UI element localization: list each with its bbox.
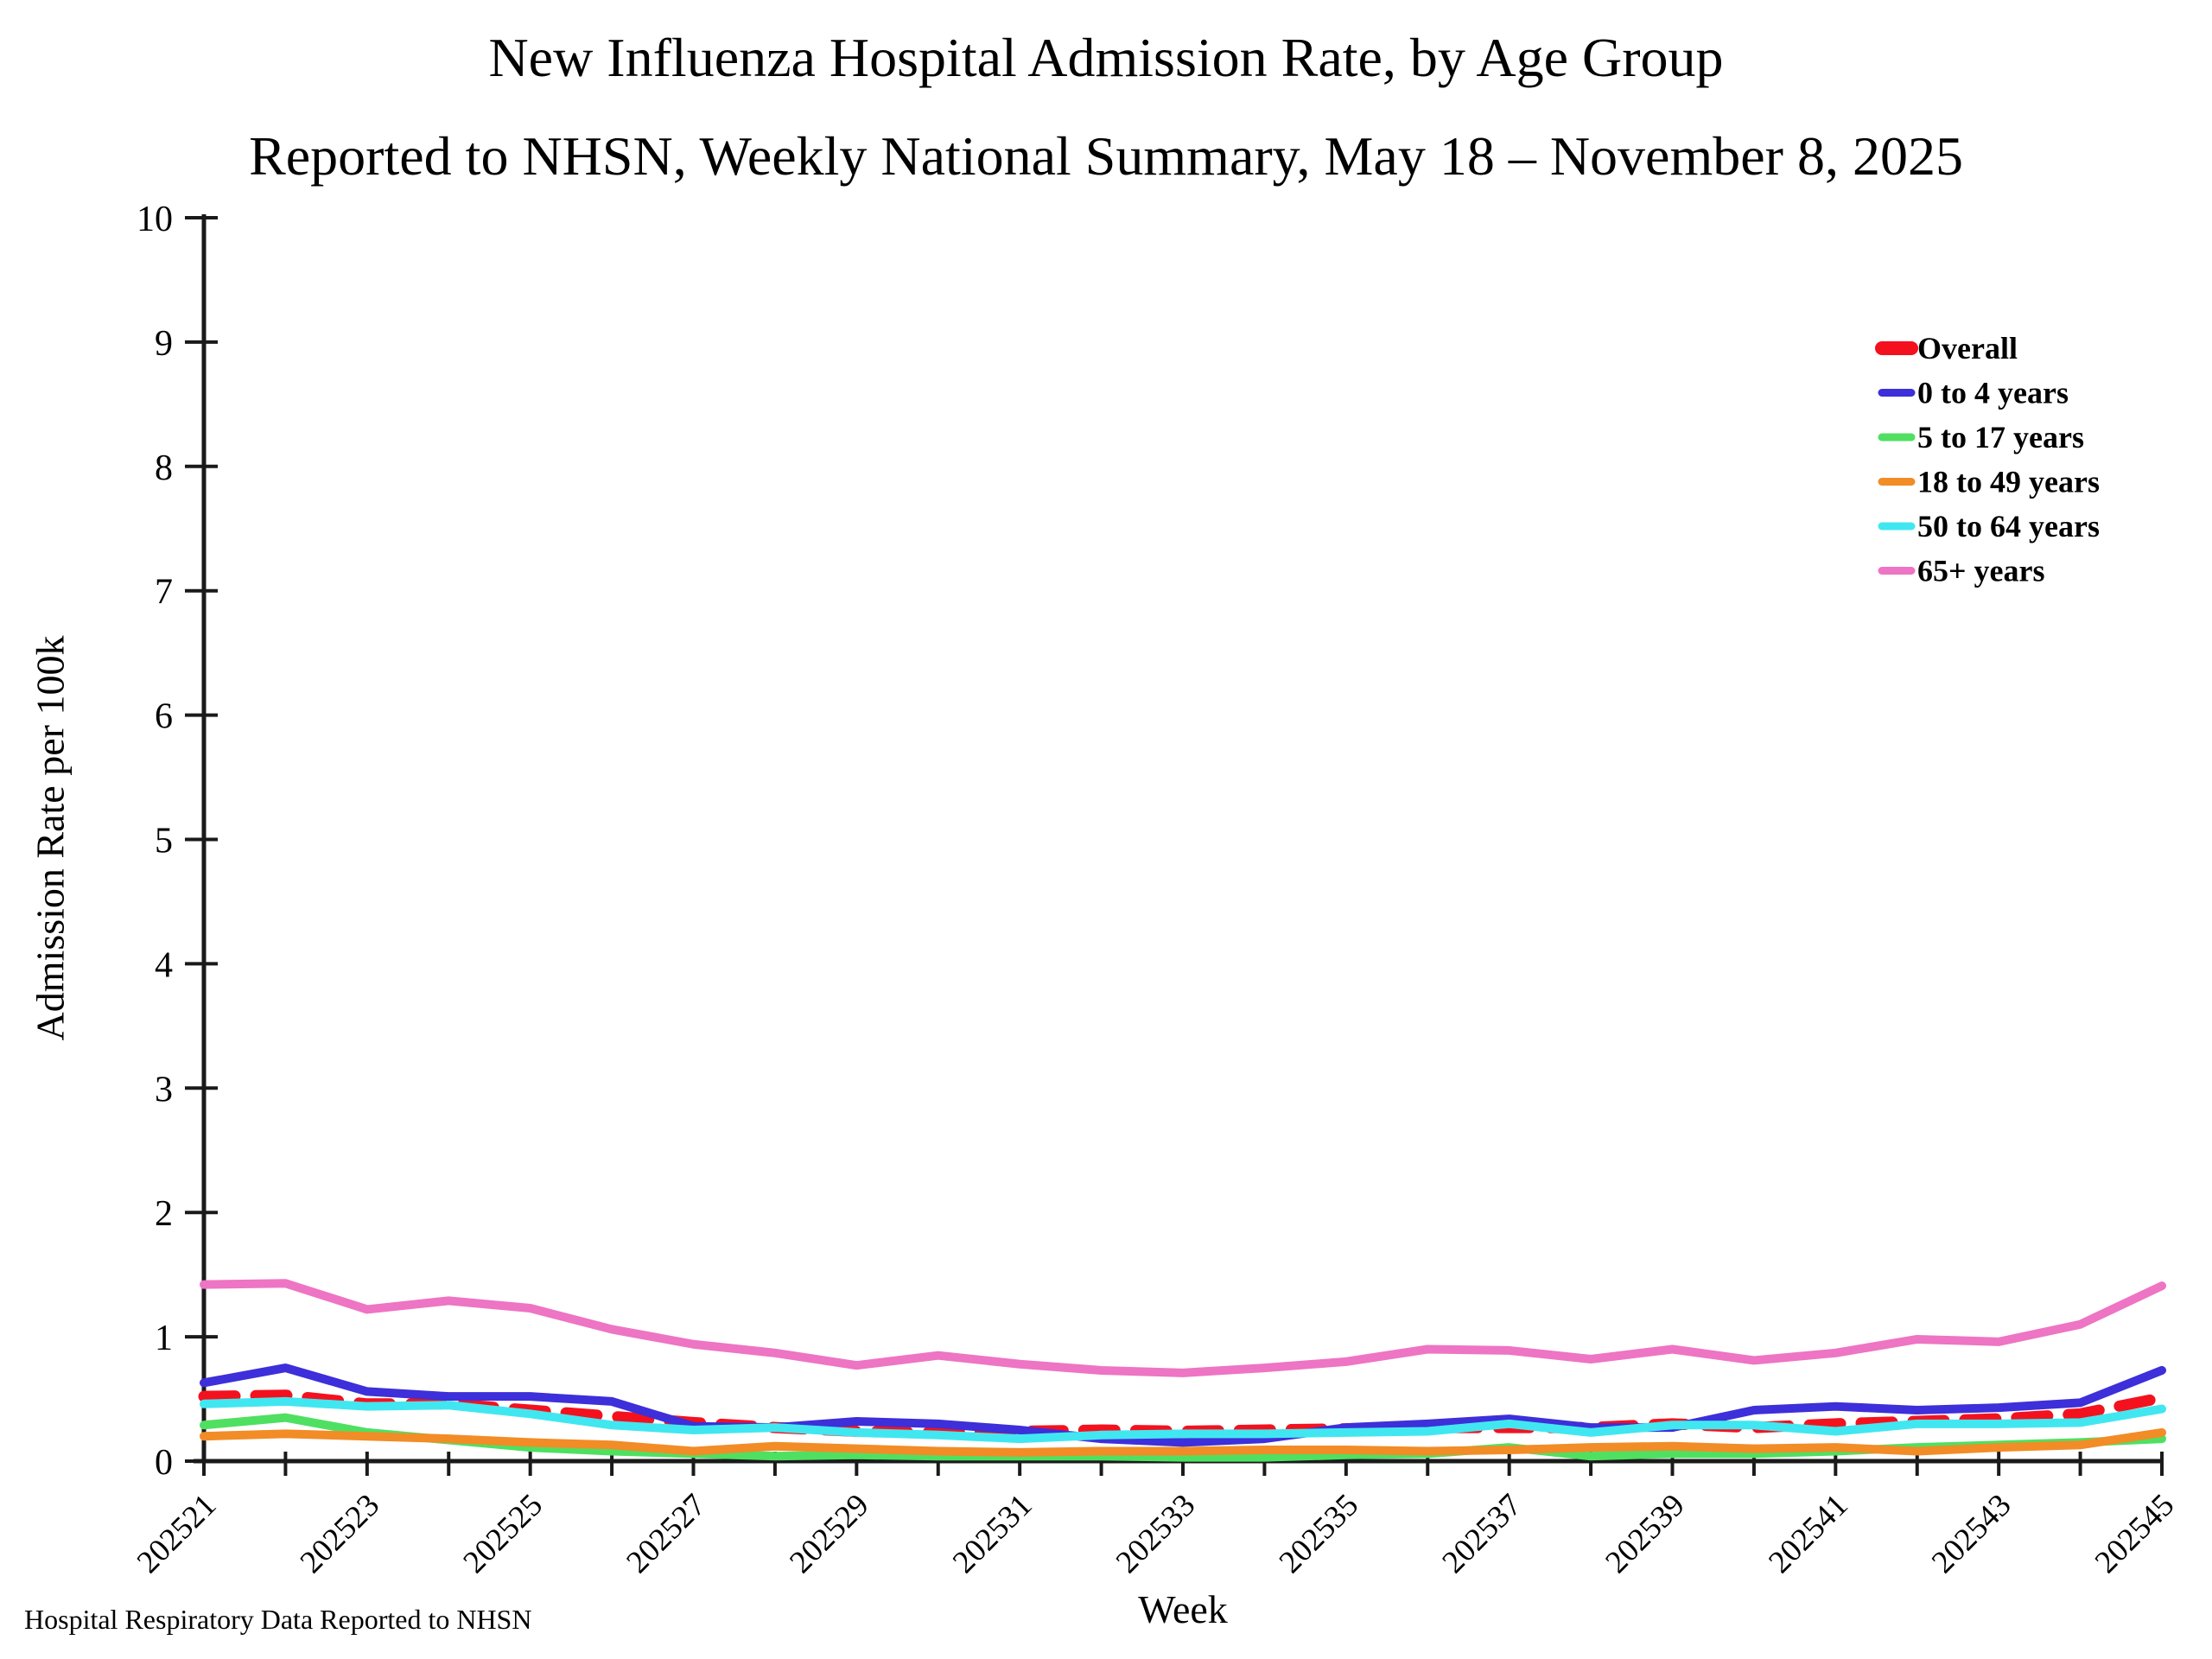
footnote: Hospital Respiratory Data Reported to NH… xyxy=(24,1604,532,1635)
y-tick-label: 7 xyxy=(155,573,173,613)
x-tick-label: 202545 xyxy=(2088,1487,2181,1580)
x-tick-label: 202525 xyxy=(457,1487,550,1580)
y-tick-label: 10 xyxy=(137,200,173,239)
y-tick-label: 3 xyxy=(155,1070,173,1109)
legend-label-5: 65+ years xyxy=(1917,554,2044,588)
legend-label-1: 0 to 4 years xyxy=(1917,376,2069,410)
legend-label-0: Overall xyxy=(1917,331,2018,365)
y-tick-label: 1 xyxy=(155,1319,173,1358)
x-tick-label: 202531 xyxy=(946,1487,1039,1580)
y-tick-label: 2 xyxy=(155,1194,173,1234)
legend-label-3: 18 to 49 years xyxy=(1917,465,2100,499)
y-tick-label: 9 xyxy=(155,324,173,364)
x-tick-label: 202529 xyxy=(783,1487,875,1580)
y-tick-label: 5 xyxy=(155,822,173,861)
y-tick-label: 0 xyxy=(155,1443,173,1483)
series-line-18-to-49-years xyxy=(200,1427,2166,1457)
x-tick-label: 202543 xyxy=(1925,1487,2018,1580)
x-axis-title: Week xyxy=(1138,1587,1228,1631)
series-line-50-to-64-years xyxy=(200,1396,2166,1444)
chart-title: New Influenza Hospital Admission Rate, b… xyxy=(488,27,1724,88)
x-tick-label: 202523 xyxy=(294,1487,386,1580)
x-tick-label: 202527 xyxy=(620,1487,712,1580)
x-tick-label: 202541 xyxy=(1762,1487,1854,1580)
legend-label-2: 5 to 17 years xyxy=(1917,420,2084,454)
x-tick-label: 202539 xyxy=(1599,1487,1691,1580)
x-tick-label: 202533 xyxy=(1109,1487,1202,1580)
legend-label-4: 50 to 64 years xyxy=(1917,509,2100,543)
y-tick-label: 6 xyxy=(155,697,173,737)
x-tick-label: 202535 xyxy=(1273,1487,1365,1580)
series-line-65-years xyxy=(200,1279,2166,1377)
y-tick-label: 8 xyxy=(155,448,173,488)
x-tick-label: 202521 xyxy=(130,1487,223,1580)
x-tick-label: 202537 xyxy=(1436,1487,1529,1580)
chart-subtitle: Reported to NHSN, Weekly National Summar… xyxy=(249,125,1963,187)
y-tick-label: 4 xyxy=(155,945,173,985)
series-line-0-to-4-years xyxy=(200,1363,2166,1447)
